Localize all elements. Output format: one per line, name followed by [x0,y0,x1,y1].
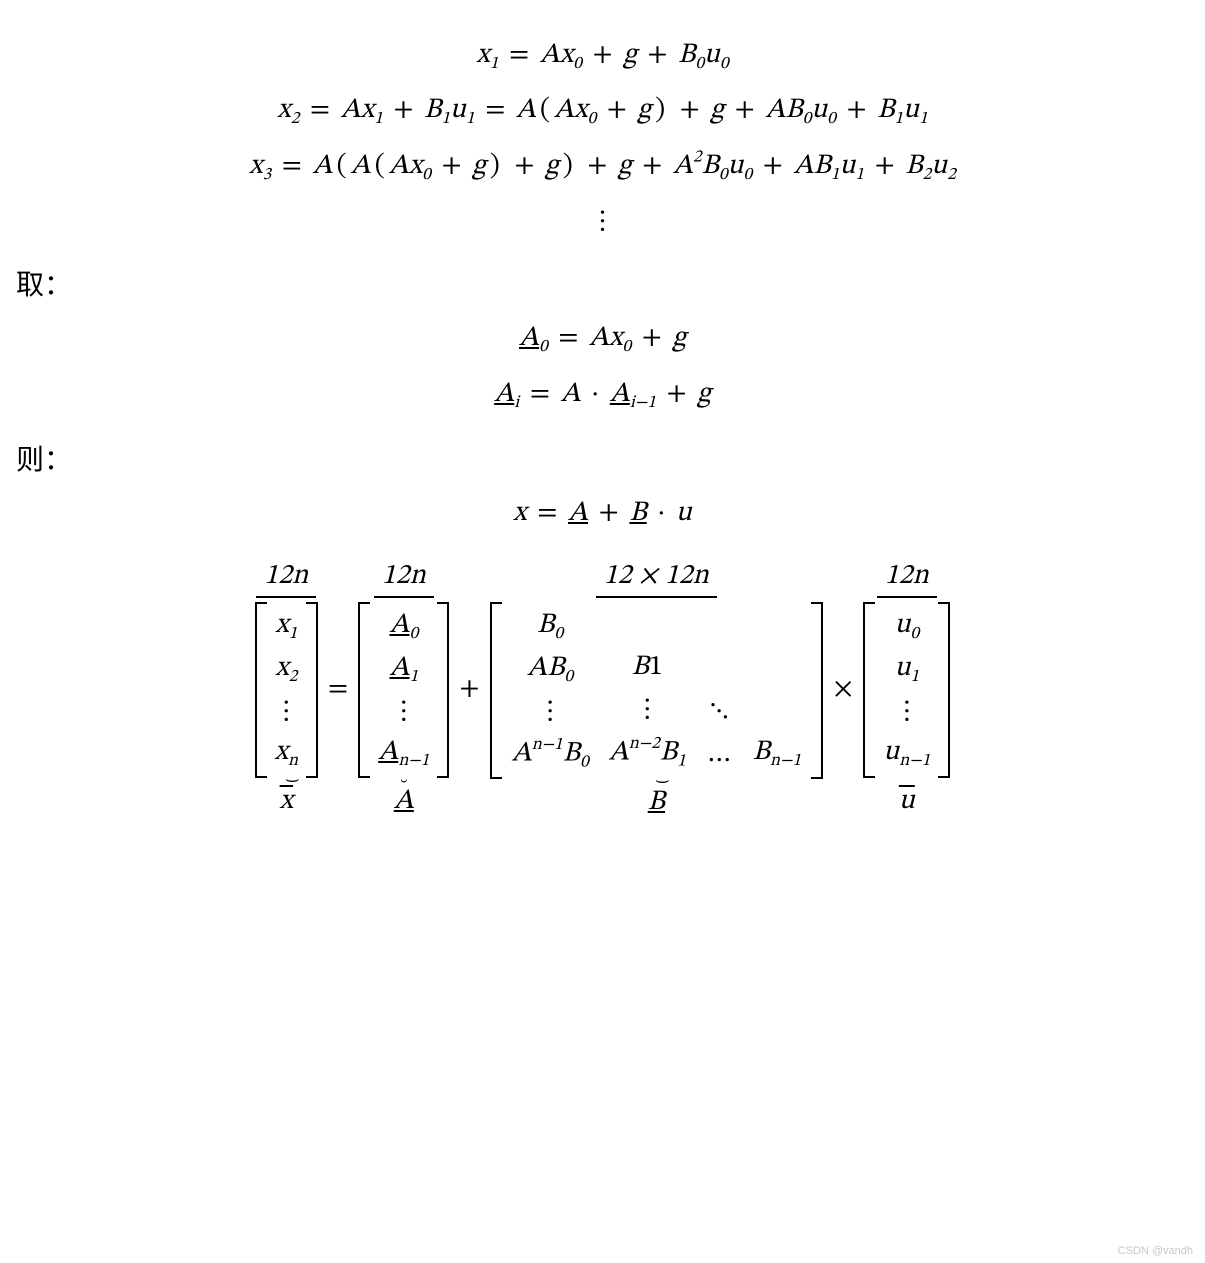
dim-B: 12 × 12n [596,559,717,598]
dim-x: 12n [256,559,316,598]
vdots-1: ⋮ [10,204,1195,239]
matrix-equation: 12n x1 x2 ⋮ xn ͝x = 12n A0 A1 ⋮ An−1 [10,559,1195,820]
x-row: x1 [275,608,298,645]
plus-op: + [455,672,483,707]
B-cell: AB0 [512,651,589,688]
B-cell: An−1B0 [512,735,589,773]
times-op: × [829,672,857,707]
u-row: u0 [883,608,930,645]
matrix-B: 12 × 12n B0 AB0 ⋮ An−1B0 B1 ⋮ An−2B1 [490,559,824,820]
vector-x: 12n x1 x2 ⋮ xn ͝x [255,559,318,819]
under-u: u [899,782,915,819]
equation-line-3: x3 = A(A(Ax0 + g) + g) + g + A2B0u0 + AB… [10,148,1195,186]
eq2: x2 = Ax1 + B1u1 = A(Ax0 + g) + g + AB0u0… [277,96,927,124]
B-cell: Bn−1 [753,735,801,772]
label-take: 取： [16,263,1195,303]
def2: Ai = A · Ai−1 + g [494,380,711,408]
def1: A0 = Ax0 + g [519,324,686,352]
result: x = A + B · u [513,499,692,527]
watermark-text: CSDN @vandh [1118,1245,1193,1257]
under-B: ͝B [648,783,665,820]
label-then: 则： [16,438,1195,478]
u-row: u1 [883,651,930,688]
equals-op: = [324,672,352,707]
B-cell: ⋮ [512,694,589,729]
def-line-2: Ai = A · Ai−1 + g [10,377,1195,414]
eq3: x3 = A(A(Ax0 + g) + g) + g + A2B0u0 + AB… [249,152,956,180]
x-row: x2 [275,651,298,688]
B-cell: B1 [609,650,686,685]
result-line: x = A + B · u [10,496,1195,531]
B-cell: B0 [512,608,589,645]
B-cell: ⋮ [609,692,686,727]
A-row: A0 [378,608,429,645]
A-row: ⋮ [378,694,429,729]
vector-u: 12n u0 u1 ⋮ un−1 u [863,559,950,819]
under-x: ͝x [280,782,293,819]
x-row: xn [275,735,298,772]
u-row: ⋮ [883,694,930,729]
B-cell: ⋱ [706,694,733,729]
x-row: ⋮ [275,694,298,729]
dim-u: 12n [877,559,937,598]
under-A: ˘A [394,782,414,819]
def-line-1: A0 = Ax0 + g [10,321,1195,358]
dim-A: 12n [374,559,434,598]
B-cell: … [706,737,733,772]
eq1: x1 = Ax0 + g + B0u0 [476,41,728,69]
vector-A: 12n A0 A1 ⋮ An−1 ˘A [358,559,449,819]
A-row: A1 [378,651,429,688]
equation-line-2: x2 = Ax1 + B1u1 = A(Ax0 + g) + g + AB0u0… [10,93,1195,130]
u-row: un−1 [883,735,930,772]
A-row: An−1 [378,735,429,772]
equation-line-1: x1 = Ax0 + g + B0u0 [10,38,1195,75]
B-cell: An−2B1 [609,734,686,772]
vdots-icon: ⋮ [595,213,610,230]
